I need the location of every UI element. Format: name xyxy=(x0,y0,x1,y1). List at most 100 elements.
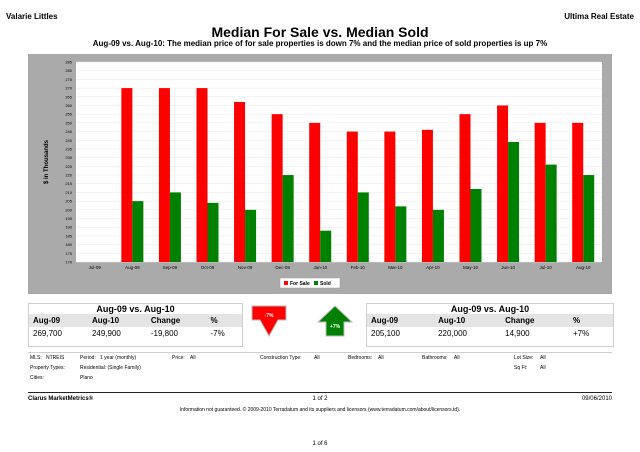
for-sale-value-2: -19,800 xyxy=(150,329,179,338)
period-value: 1 year (monthly) xyxy=(100,355,137,361)
for-sale-value-0: 269,700 xyxy=(33,329,62,338)
sold-head-3: % xyxy=(572,316,581,325)
y-tick-label: 195 xyxy=(65,216,72,221)
property-types-value: Residential: (Single Family) xyxy=(80,365,141,371)
price-value: All xyxy=(190,355,196,361)
lot-size-label: Lot Size: xyxy=(514,355,534,361)
up-arrow-icon: +7% xyxy=(316,305,354,337)
y-tick-label: 280 xyxy=(65,68,72,73)
page-title: Median For Sale vs. Median Sold xyxy=(211,24,429,40)
bar-for-sale xyxy=(196,88,208,262)
bar-chart: 170 175 180 185 190 195 200 205 210 215 220 225 230 2… xyxy=(44,60,602,289)
down-arrow-icon: -7% xyxy=(251,305,287,338)
period-label: Period: xyxy=(80,355,96,361)
sold-indicator: +7% xyxy=(330,324,341,330)
lot-size-value: All xyxy=(540,355,546,361)
for-sale-head-3: % xyxy=(210,316,218,325)
cities-label: Cities: xyxy=(30,375,44,381)
y-tick-label: 265 xyxy=(65,94,72,99)
bar-for-sale xyxy=(459,114,471,262)
bar-sold xyxy=(207,202,219,262)
y-axis-label: $ in Thousands xyxy=(44,139,50,184)
company-name: Clarus MarketMetrics® xyxy=(28,396,94,402)
bar-sold xyxy=(245,209,257,262)
y-tick-label: 285 xyxy=(65,60,72,65)
agent-name: Valarie Littles xyxy=(6,12,58,21)
bathrooms-label: Bathrooms: xyxy=(422,355,448,361)
x-tick-label: Mar-10 xyxy=(388,265,403,270)
sold-head-2: Change xyxy=(505,316,535,325)
bar-sold xyxy=(395,206,407,262)
y-tick-label: 230 xyxy=(65,155,72,160)
price-label: Price: xyxy=(172,355,185,361)
legend-label-sold: Sold xyxy=(320,281,331,287)
sqft-label: Sq Ft: xyxy=(514,365,528,371)
x-tick-label: Jan-10 xyxy=(313,265,327,270)
sold-stats-title: Aug-09 vs. Aug-10 xyxy=(450,304,530,314)
y-tick-label: 200 xyxy=(65,207,72,212)
bar-for-sale xyxy=(309,122,321,262)
construction-value: All xyxy=(314,355,320,361)
x-tick-label: May-10 xyxy=(463,265,479,270)
mls-label: MLS: xyxy=(30,355,42,361)
construction-label: Construction Type: xyxy=(260,355,302,361)
page-subtitle: Aug-09 vs. Aug-10: The median price of f… xyxy=(92,39,548,48)
for-sale-value-1: 249,900 xyxy=(91,329,121,338)
for-sale-stats-title: Aug-09 vs. Aug-10 xyxy=(96,304,175,314)
y-tick-label: 180 xyxy=(65,242,72,247)
bar-for-sale xyxy=(534,122,546,262)
bar-for-sale xyxy=(271,114,283,262)
bar-sold xyxy=(132,201,144,262)
bar-for-sale xyxy=(421,129,433,262)
x-tick-label: Aug-10 xyxy=(576,265,591,270)
y-tick-label: 175 xyxy=(65,251,72,256)
for-sale-value-3: -7% xyxy=(210,329,225,338)
y-tick-label: 225 xyxy=(65,164,72,169)
x-tick-label: Aug-09 xyxy=(125,265,140,270)
y-tick-label: 185 xyxy=(65,233,72,238)
y-tick-label: 235 xyxy=(65,146,72,151)
bar-for-sale xyxy=(346,131,358,262)
y-tick-label: 245 xyxy=(65,129,72,134)
mls-value: NTREIS xyxy=(46,355,65,361)
property-types-label: Property Types: xyxy=(30,365,65,371)
report-filters: MLS: NTREIS Period: 1 year (monthly) Pri… xyxy=(28,352,612,387)
y-tick-label: 220 xyxy=(65,173,72,178)
y-tick-label: 260 xyxy=(65,103,72,108)
sqft-value: All xyxy=(540,365,546,371)
legend-label-for-sale: For Sale xyxy=(290,281,310,287)
bar-for-sale xyxy=(234,102,246,262)
x-tick-label: Dec-09 xyxy=(275,265,290,270)
x-tick-label: Apr-10 xyxy=(426,265,440,270)
y-tick-label: 275 xyxy=(65,77,72,82)
bar-sold xyxy=(508,142,520,262)
plot-area xyxy=(76,62,602,262)
report-page-number: 1 of 2 xyxy=(312,396,328,402)
sold-stats-panel: Aug-09 vs. Aug-10 Aug-09 Aug-10 Change %… xyxy=(366,303,614,347)
footer-divider xyxy=(28,392,612,393)
report-date: 09/06/2010 xyxy=(581,396,612,402)
y-tick-label: 210 xyxy=(65,190,72,195)
bar-sold xyxy=(169,192,181,262)
y-tick-label: 270 xyxy=(65,86,72,91)
sold-value-3: +7% xyxy=(572,329,590,338)
bar-sold xyxy=(357,192,369,262)
x-tick-label: Jun-10 xyxy=(501,265,515,270)
sold-value-2: 14,900 xyxy=(505,329,530,338)
bar-for-sale xyxy=(497,105,509,262)
bar-for-sale xyxy=(572,122,584,262)
y-tick-label: 215 xyxy=(65,181,72,186)
y-tick-label: 240 xyxy=(65,138,72,143)
legend-swatch-for-sale xyxy=(284,281,288,285)
bar-for-sale xyxy=(121,88,133,262)
disclaimer: Information not guaranteed. © 2009-2010 … xyxy=(179,407,461,413)
x-tick-label: Sep-09 xyxy=(163,265,178,270)
bar-for-sale xyxy=(384,131,396,262)
cities-value: Plano xyxy=(80,375,93,381)
x-tick-label: Nov-09 xyxy=(238,265,253,270)
bedrooms-label: Bedrooms: xyxy=(348,355,373,361)
legend-swatch-sold xyxy=(314,281,318,285)
for-sale-head-0: Aug-09 xyxy=(33,316,61,325)
bathrooms-value: All xyxy=(454,355,460,361)
y-tick-label: 205 xyxy=(65,199,72,204)
